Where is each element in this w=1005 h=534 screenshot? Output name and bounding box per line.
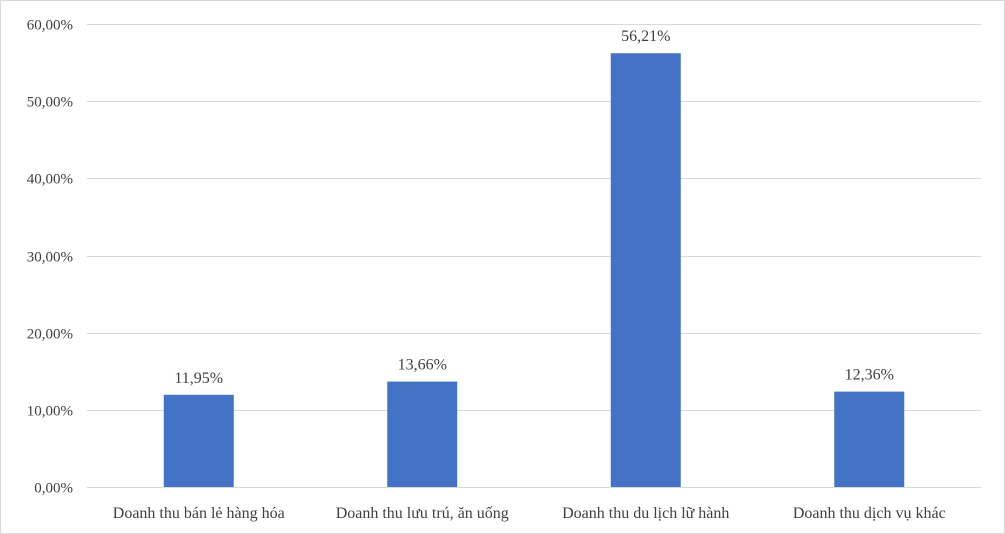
y-tick-label: 30,00% <box>27 250 73 266</box>
x-category-label: Doanh thu du lịch lữ hành <box>562 505 729 522</box>
bar-series <box>163 53 905 488</box>
x-axis: Doanh thu bán lẻ hàng hóa Doanh thu lưu t… <box>113 505 946 522</box>
bar <box>610 53 681 488</box>
bar <box>834 391 905 487</box>
y-tick-label: 0,00% <box>34 481 73 497</box>
data-label: 12,36% <box>845 367 894 384</box>
y-tick-label: 10,00% <box>27 404 73 420</box>
y-tick-label: 20,00% <box>27 327 73 343</box>
data-label: 56,21% <box>621 28 670 45</box>
bar <box>387 381 458 487</box>
y-axis: 0,00% 10,00% 20,00% 30,00% 40,00% 50,00% 60,00… <box>27 18 73 497</box>
data-label: 11,95% <box>174 370 223 387</box>
x-category-label: Doanh thu bán lẻ hàng hóa <box>113 505 285 522</box>
grid-layer <box>87 24 981 488</box>
data-label: 13,66% <box>398 357 447 374</box>
x-category-label: Doanh thu dịch vụ khác <box>793 505 946 522</box>
x-category-label: Doanh thu lưu trú, ăn uống <box>336 505 509 522</box>
bar <box>163 394 234 487</box>
y-tick-label: 50,00% <box>27 95 73 111</box>
y-tick-label: 40,00% <box>27 172 73 188</box>
y-tick-label: 60,00% <box>27 18 73 34</box>
data-labels: 11,95% 13,66% 56,21% 12,36% <box>174 28 894 387</box>
